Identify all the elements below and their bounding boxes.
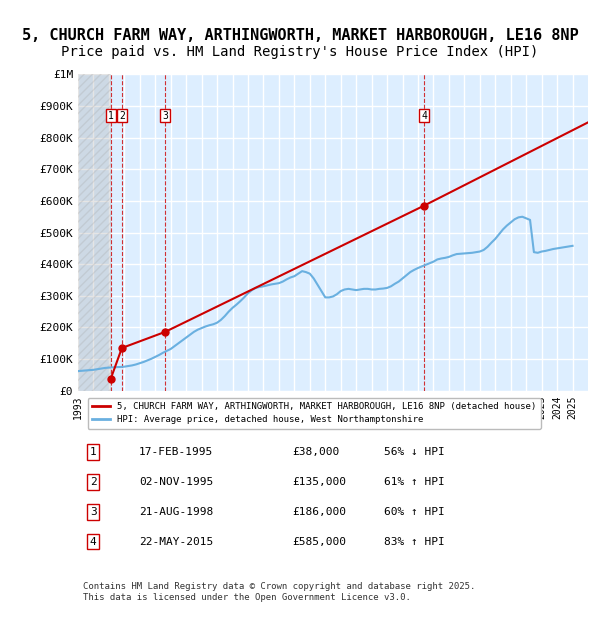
Text: £135,000: £135,000 [292, 477, 346, 487]
Text: 5, CHURCH FARM WAY, ARTHINGWORTH, MARKET HARBOROUGH, LE16 8NP: 5, CHURCH FARM WAY, ARTHINGWORTH, MARKET… [22, 28, 578, 43]
Legend: 5, CHURCH FARM WAY, ARTHINGWORTH, MARKET HARBOROUGH, LE16 8NP (detached house), : 5, CHURCH FARM WAY, ARTHINGWORTH, MARKET… [88, 398, 541, 429]
Text: 2: 2 [90, 477, 97, 487]
Bar [78, 74, 111, 391]
Text: 60% ↑ HPI: 60% ↑ HPI [384, 507, 445, 517]
Text: Price paid vs. HM Land Registry's House Price Index (HPI): Price paid vs. HM Land Registry's House … [61, 45, 539, 59]
Text: 4: 4 [90, 537, 97, 547]
Text: 3: 3 [90, 507, 97, 517]
Text: 4: 4 [421, 110, 427, 120]
Text: £38,000: £38,000 [292, 447, 340, 457]
Text: 21-AUG-1998: 21-AUG-1998 [139, 507, 214, 517]
Text: 22-MAY-2015: 22-MAY-2015 [139, 537, 214, 547]
Text: 3: 3 [162, 110, 168, 120]
Text: 17-FEB-1995: 17-FEB-1995 [139, 447, 214, 457]
Text: Contains HM Land Registry data © Crown copyright and database right 2025.
This d: Contains HM Land Registry data © Crown c… [83, 582, 475, 601]
Text: £585,000: £585,000 [292, 537, 346, 547]
Text: 61% ↑ HPI: 61% ↑ HPI [384, 477, 445, 487]
Text: 2: 2 [119, 110, 125, 120]
Text: 1: 1 [108, 110, 114, 120]
Text: £186,000: £186,000 [292, 507, 346, 517]
Text: 56% ↓ HPI: 56% ↓ HPI [384, 447, 445, 457]
Text: 1: 1 [90, 447, 97, 457]
Text: 83% ↑ HPI: 83% ↑ HPI [384, 537, 445, 547]
Text: 02-NOV-1995: 02-NOV-1995 [139, 477, 214, 487]
